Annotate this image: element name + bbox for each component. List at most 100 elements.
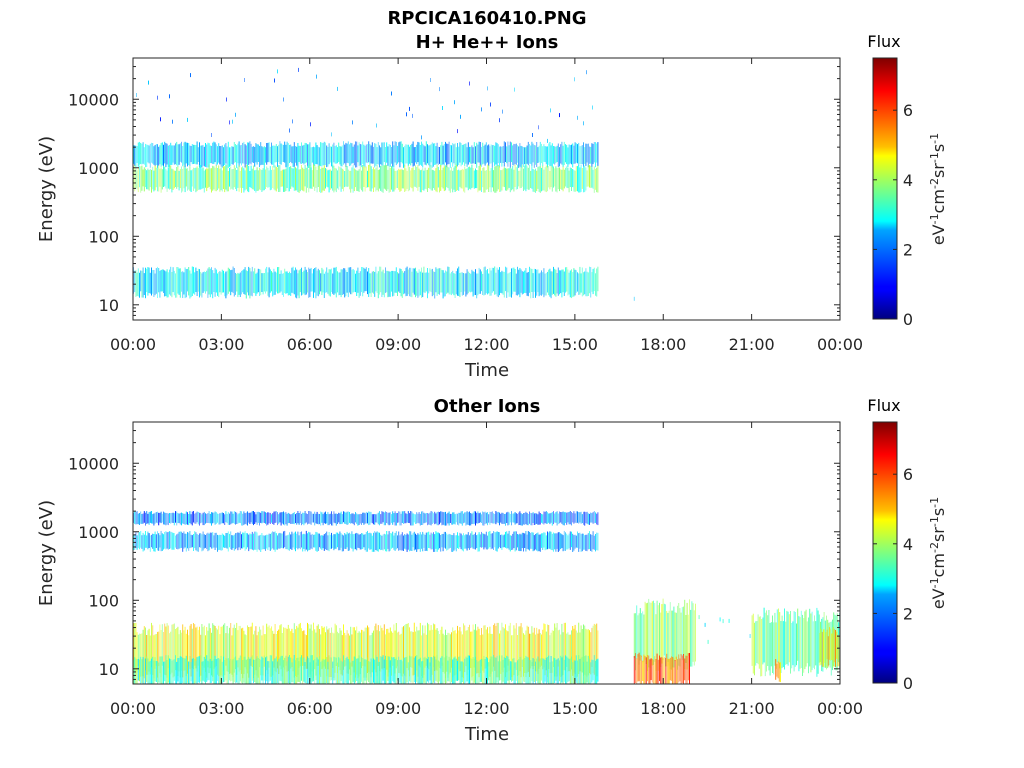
heatmap-cell (158, 165, 160, 192)
heatmap-cell (307, 165, 308, 188)
heatmap-cell (538, 511, 540, 525)
heatmap-cell (508, 625, 510, 671)
heatmap-cell (151, 534, 152, 548)
heatmap-cell (461, 661, 463, 682)
heatmap-cell (188, 143, 190, 166)
heatmap-cell (280, 624, 282, 670)
heatmap-cell (261, 656, 263, 681)
heatmap-cell (489, 170, 491, 188)
heatmap-cell (401, 511, 403, 523)
heatmap-cell (517, 266, 518, 296)
heatmap-cell (331, 511, 332, 526)
heatmap-cell (578, 533, 580, 552)
heatmap-cell (166, 660, 168, 684)
heatmap-cell (148, 661, 150, 684)
heatmap-cell (357, 267, 359, 293)
heatmap-cell (340, 533, 342, 548)
heatmap-cell (284, 627, 286, 670)
heatmap-cell (283, 531, 284, 549)
heatmap-cell (367, 530, 368, 552)
heatmap-cell (589, 513, 590, 525)
heatmap-cell (207, 268, 209, 298)
heatmap-cell (461, 511, 463, 526)
heatmap-cell (143, 147, 145, 165)
heatmap-cell (369, 511, 371, 525)
heatmap-cell (190, 534, 192, 548)
heatmap-cell (211, 661, 212, 683)
heatmap-cell (212, 660, 214, 682)
heatmap-cell (153, 534, 155, 552)
heatmap-cell (289, 144, 290, 163)
heatmap-cell (478, 513, 480, 523)
heatmap-cell (145, 512, 146, 526)
heatmap-cell (800, 610, 802, 668)
heatmap-cell (159, 624, 161, 674)
heatmap-cell (648, 655, 650, 684)
heatmap-cell (436, 628, 438, 671)
heatmap-cell (235, 533, 236, 550)
heatmap-cell (340, 511, 342, 525)
heatmap-cell (147, 630, 149, 675)
heatmap-cell (359, 271, 361, 296)
heatmap-cell (259, 535, 260, 551)
heatmap-cell (424, 272, 426, 293)
heatmap-cell (331, 532, 332, 549)
heatmap-cell (457, 625, 458, 672)
colorbar-title: Flux (867, 396, 900, 415)
heatmap-cell (665, 604, 666, 667)
heatmap-cell (385, 267, 386, 293)
heatmap-cell (529, 511, 530, 524)
heatmap-cell (519, 626, 521, 672)
heatmap-cell (200, 145, 202, 168)
heatmap-cell (464, 535, 466, 549)
heatmap-cell (365, 166, 367, 188)
heatmap-cell (202, 627, 204, 671)
heatmap-cell (786, 610, 788, 665)
heatmap-cell (590, 512, 592, 523)
heatmap-cell (201, 168, 203, 189)
heatmap-cell (549, 635, 551, 673)
heatmap-cell (277, 167, 278, 189)
heatmap-cell (237, 532, 239, 551)
heatmap-cell (311, 655, 313, 682)
heatmap-cell (232, 146, 234, 165)
colorbar-tick-label: 6 (903, 465, 913, 484)
heatmap-cell (657, 659, 659, 684)
heatmap-cell (189, 656, 191, 684)
heatmap-cell (172, 145, 174, 163)
heatmap-cell (633, 656, 635, 684)
heatmap-cell (469, 511, 470, 526)
heatmap-cell (436, 142, 438, 164)
heatmap-cell (467, 142, 469, 165)
heatmap-cell (563, 141, 565, 165)
heatmap-cell (649, 659, 651, 684)
heatmap-cell (319, 533, 320, 548)
x-tick-label: 09:00 (375, 699, 421, 718)
heatmap-cell (303, 657, 305, 682)
heatmap-cell (505, 168, 506, 191)
heatmap-cell (591, 627, 593, 667)
heatmap-cell (213, 166, 215, 190)
heatmap-cell (467, 167, 469, 191)
heatmap-cell (301, 142, 302, 164)
heatmap-cell (507, 533, 509, 549)
heatmap-cell (190, 662, 192, 682)
heatmap-cell (471, 631, 473, 678)
heatmap-cell (349, 267, 350, 293)
heatmap-cell (440, 268, 442, 293)
heatmap-cell (518, 146, 520, 168)
heatmap-cell (473, 271, 475, 296)
heatmap-cell (687, 653, 689, 681)
heatmap-cell (567, 632, 569, 672)
heatmap-cell (453, 657, 455, 684)
heatmap-cell (148, 80, 149, 85)
heatmap-cell (406, 514, 408, 523)
heatmap-cell (548, 513, 550, 523)
heatmap-cell (367, 170, 368, 188)
colorbar-gradient (872, 57, 898, 320)
heatmap-cell (430, 269, 432, 293)
heatmap-cell (548, 532, 550, 549)
heatmap-cell (262, 657, 264, 684)
heatmap-cell (385, 511, 386, 526)
heatmap-cell (190, 170, 192, 192)
